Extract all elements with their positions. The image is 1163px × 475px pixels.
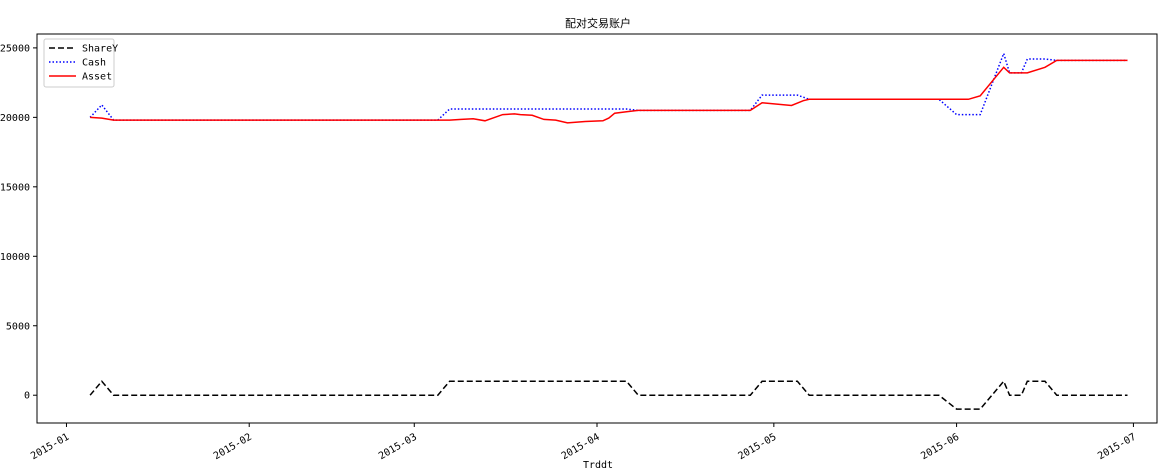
series-line-asset xyxy=(90,59,1128,124)
legend-box xyxy=(43,38,115,88)
x-tick-label: 2015-04 xyxy=(560,432,602,463)
x-tick-label: 2015-07 xyxy=(1096,432,1138,463)
chart-title: 配对交易账户 xyxy=(565,16,631,30)
y-tick-label: 25000 xyxy=(0,43,30,54)
x-axis: 2015-01 2015-02 2015-03 2015-04 2015-05 2015-… xyxy=(29,423,1138,462)
x-tick-label: 2015-03 xyxy=(377,432,419,463)
series-line-sharey xyxy=(89,379,1128,410)
y-tick-label: 10000 xyxy=(0,252,30,263)
y-tick-label: 15000 xyxy=(0,182,30,193)
y-tick-label: 5000 xyxy=(6,321,30,332)
x-tick-label: 2015-06 xyxy=(919,432,961,463)
legend-label-cash: Cash xyxy=(82,58,106,69)
y-tick-label: 20000 xyxy=(0,113,30,124)
x-axis-label: Trddt xyxy=(583,460,613,471)
x-tick-label: 2015-01 xyxy=(29,432,71,463)
y-axis: 0 5000 10000 15000 20000 25000 xyxy=(0,43,37,402)
legend-label-asset: Asset xyxy=(82,72,112,83)
legend-label-sharey: ShareY xyxy=(82,44,118,55)
y-tick-label: 0 xyxy=(24,391,30,402)
plot-series xyxy=(89,51,1128,410)
x-tick-label: 2015-05 xyxy=(737,432,779,463)
x-tick-label: 2015-02 xyxy=(212,432,254,463)
series-line-cash xyxy=(89,51,1128,121)
legend: ShareY Cash Asset xyxy=(43,38,118,88)
